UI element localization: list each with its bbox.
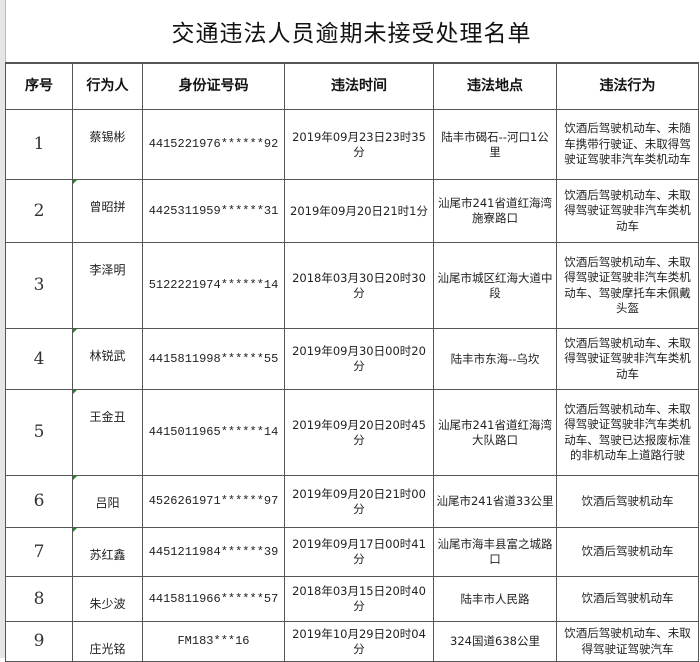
table-row: 3 李泽明 5122221974******14 2018年03月30日20时30分汕… <box>5 242 699 329</box>
table-row: 2 曾昭拼 4425311959******31 2019年09月20日21时1分 汕尾… <box>5 179 699 243</box>
cell-name[interactable]: 朱少波 <box>72 576 143 622</box>
cell-time[interactable]: 2019年09月30日00时20分 <box>284 328 434 390</box>
header-seq: 序号 <box>5 62 73 110</box>
table-row: 8 朱少波 4415811966******57 2018年03月15日20时40分陆… <box>5 576 699 622</box>
cell-seq[interactable]: 9 <box>5 621 73 662</box>
cell-time[interactable]: 2018年03月15日20时40分 <box>284 576 434 622</box>
cell-place[interactable]: 汕尾市海丰县富之城路口 <box>433 527 557 577</box>
cell-time[interactable]: 2019年09月20日21时00分 <box>284 475 434 528</box>
cell-place[interactable]: 陆丰市东海--乌坎 <box>433 328 557 390</box>
cell-act[interactable]: 饮酒后驾驶机动车、未取得驾驶证驾驶非汽车类机动车、驾驶摩托车未佩戴头盔 <box>556 242 699 329</box>
cell-act[interactable]: 饮酒后驾驶机动车、未取得驾驶证驾驶非汽车类机动车 <box>556 328 699 390</box>
header-place: 违法地点 <box>433 62 557 110</box>
cell-name[interactable]: 蔡锡彬 <box>72 109 143 180</box>
cell-seq[interactable]: 7 <box>5 527 73 577</box>
cell-name[interactable]: 林锐武 <box>72 328 143 390</box>
cell-act[interactable]: 饮酒后驾驶机动车 <box>556 527 699 577</box>
table-row: 9 庄光铭 FM183***16 2019年10月29日20时04分 324国道638公… <box>5 621 699 662</box>
violators-table: 序号 行为人 身份证号码 违法时间 违法地点 违法行为 1 蔡锡彬 44152219… <box>5 62 699 662</box>
cell-time[interactable]: 2019年09月20日21时1分 <box>284 179 434 243</box>
cell-place[interactable]: 陆丰市碣石--河口1公里 <box>433 109 557 180</box>
header-time: 违法时间 <box>284 62 434 110</box>
table-row: 7 苏红鑫 4451211984******39 2019年09月17日00时41分汕… <box>5 527 699 577</box>
cell-act[interactable]: 饮酒后驾驶机动车、未取得驾驶证驾驶非汽车类机动车、驾驶已达报废标准的非机动车上道… <box>556 389 699 476</box>
cell-id[interactable]: FM183***16 <box>142 621 285 662</box>
cell-name[interactable]: 曾昭拼 <box>72 179 143 243</box>
cell-place[interactable]: 汕尾市241省道红海湾施寮路口 <box>433 179 557 243</box>
cell-name[interactable]: 庄光铭 <box>72 621 143 662</box>
cell-time[interactable]: 2018年03月30日20时30分 <box>284 242 434 329</box>
cell-act[interactable]: 饮酒后驾驶机动车、未随车携带行驶证、未取得驾驶证驾驶非汽车类机动车 <box>556 109 699 180</box>
cell-act[interactable]: 饮酒后驾驶机动车 <box>556 475 699 528</box>
table-row: 4 林锐武 4415811998******55 2019年09月30日00时20分陆… <box>5 328 699 390</box>
cell-id[interactable]: 4415221976******92 <box>142 109 285 180</box>
cell-place[interactable]: 汕尾市城区红海大道中段 <box>433 242 557 329</box>
cell-name[interactable]: 王金丑 <box>72 389 143 476</box>
cell-place[interactable]: 汕尾市241省道33公里 <box>433 475 557 528</box>
cell-id[interactable]: 4415811998******55 <box>142 328 285 390</box>
cell-act[interactable]: 饮酒后驾驶机动车、未取得驾驶证驾驶非汽车类机动车 <box>556 179 699 243</box>
cell-name[interactable]: 吕阳 <box>72 475 143 528</box>
cell-id[interactable]: 4415011965******14 <box>142 389 285 476</box>
header-row: 序号 行为人 身份证号码 违法时间 违法地点 违法行为 <box>5 62 699 110</box>
cell-seq[interactable]: 5 <box>5 389 73 476</box>
cell-seq[interactable]: 6 <box>5 475 73 528</box>
cell-seq[interactable]: 2 <box>5 179 73 243</box>
table-row: 5 王金丑 4415011965******14 2019年09月20日20时45分汕… <box>5 389 699 476</box>
cell-act[interactable]: 饮酒后驾驶机动车 <box>556 576 699 622</box>
cell-id[interactable]: 4451211984******39 <box>142 527 285 577</box>
cell-seq[interactable]: 4 <box>5 328 73 390</box>
cell-id[interactable]: 4526261971******97 <box>142 475 285 528</box>
cell-id[interactable]: 4425311959******31 <box>142 179 285 243</box>
cell-place[interactable]: 陆丰市人民路 <box>433 576 557 622</box>
cell-place[interactable]: 汕尾市241省道红海湾大队路口 <box>433 389 557 476</box>
cell-seq[interactable]: 3 <box>5 242 73 329</box>
cell-id[interactable]: 4415811966******57 <box>142 576 285 622</box>
cell-time[interactable]: 2019年09月17日00时41分 <box>284 527 434 577</box>
cell-time[interactable]: 2019年09月20日20时45分 <box>284 389 434 476</box>
cell-name[interactable]: 李泽明 <box>72 242 143 329</box>
header-act: 违法行为 <box>556 62 699 110</box>
header-id: 身份证号码 <box>142 62 285 110</box>
cell-id[interactable]: 5122221974******14 <box>142 242 285 329</box>
cell-name[interactable]: 苏红鑫 <box>72 527 143 577</box>
cell-place[interactable]: 324国道638公里 <box>433 621 557 662</box>
cell-seq[interactable]: 8 <box>5 576 73 622</box>
table-row: 6 吕阳 4526261971******97 2019年09月20日21时00分 汕尾… <box>5 475 699 528</box>
table-row: 1 蔡锡彬 4415221976******92 2019年09月23日23时35分陆… <box>5 109 699 180</box>
header-name: 行为人 <box>72 62 143 110</box>
page-title: 交通违法人员逾期未接受处理名单 <box>5 0 698 64</box>
cell-time[interactable]: 2019年10月29日20时04分 <box>284 621 434 662</box>
cell-time[interactable]: 2019年09月23日23时35分 <box>284 109 434 180</box>
cell-seq[interactable]: 1 <box>5 109 73 180</box>
cell-act[interactable]: 饮酒后驾驶机动车、未取得驾驶证驾驶汽车 <box>556 621 699 662</box>
